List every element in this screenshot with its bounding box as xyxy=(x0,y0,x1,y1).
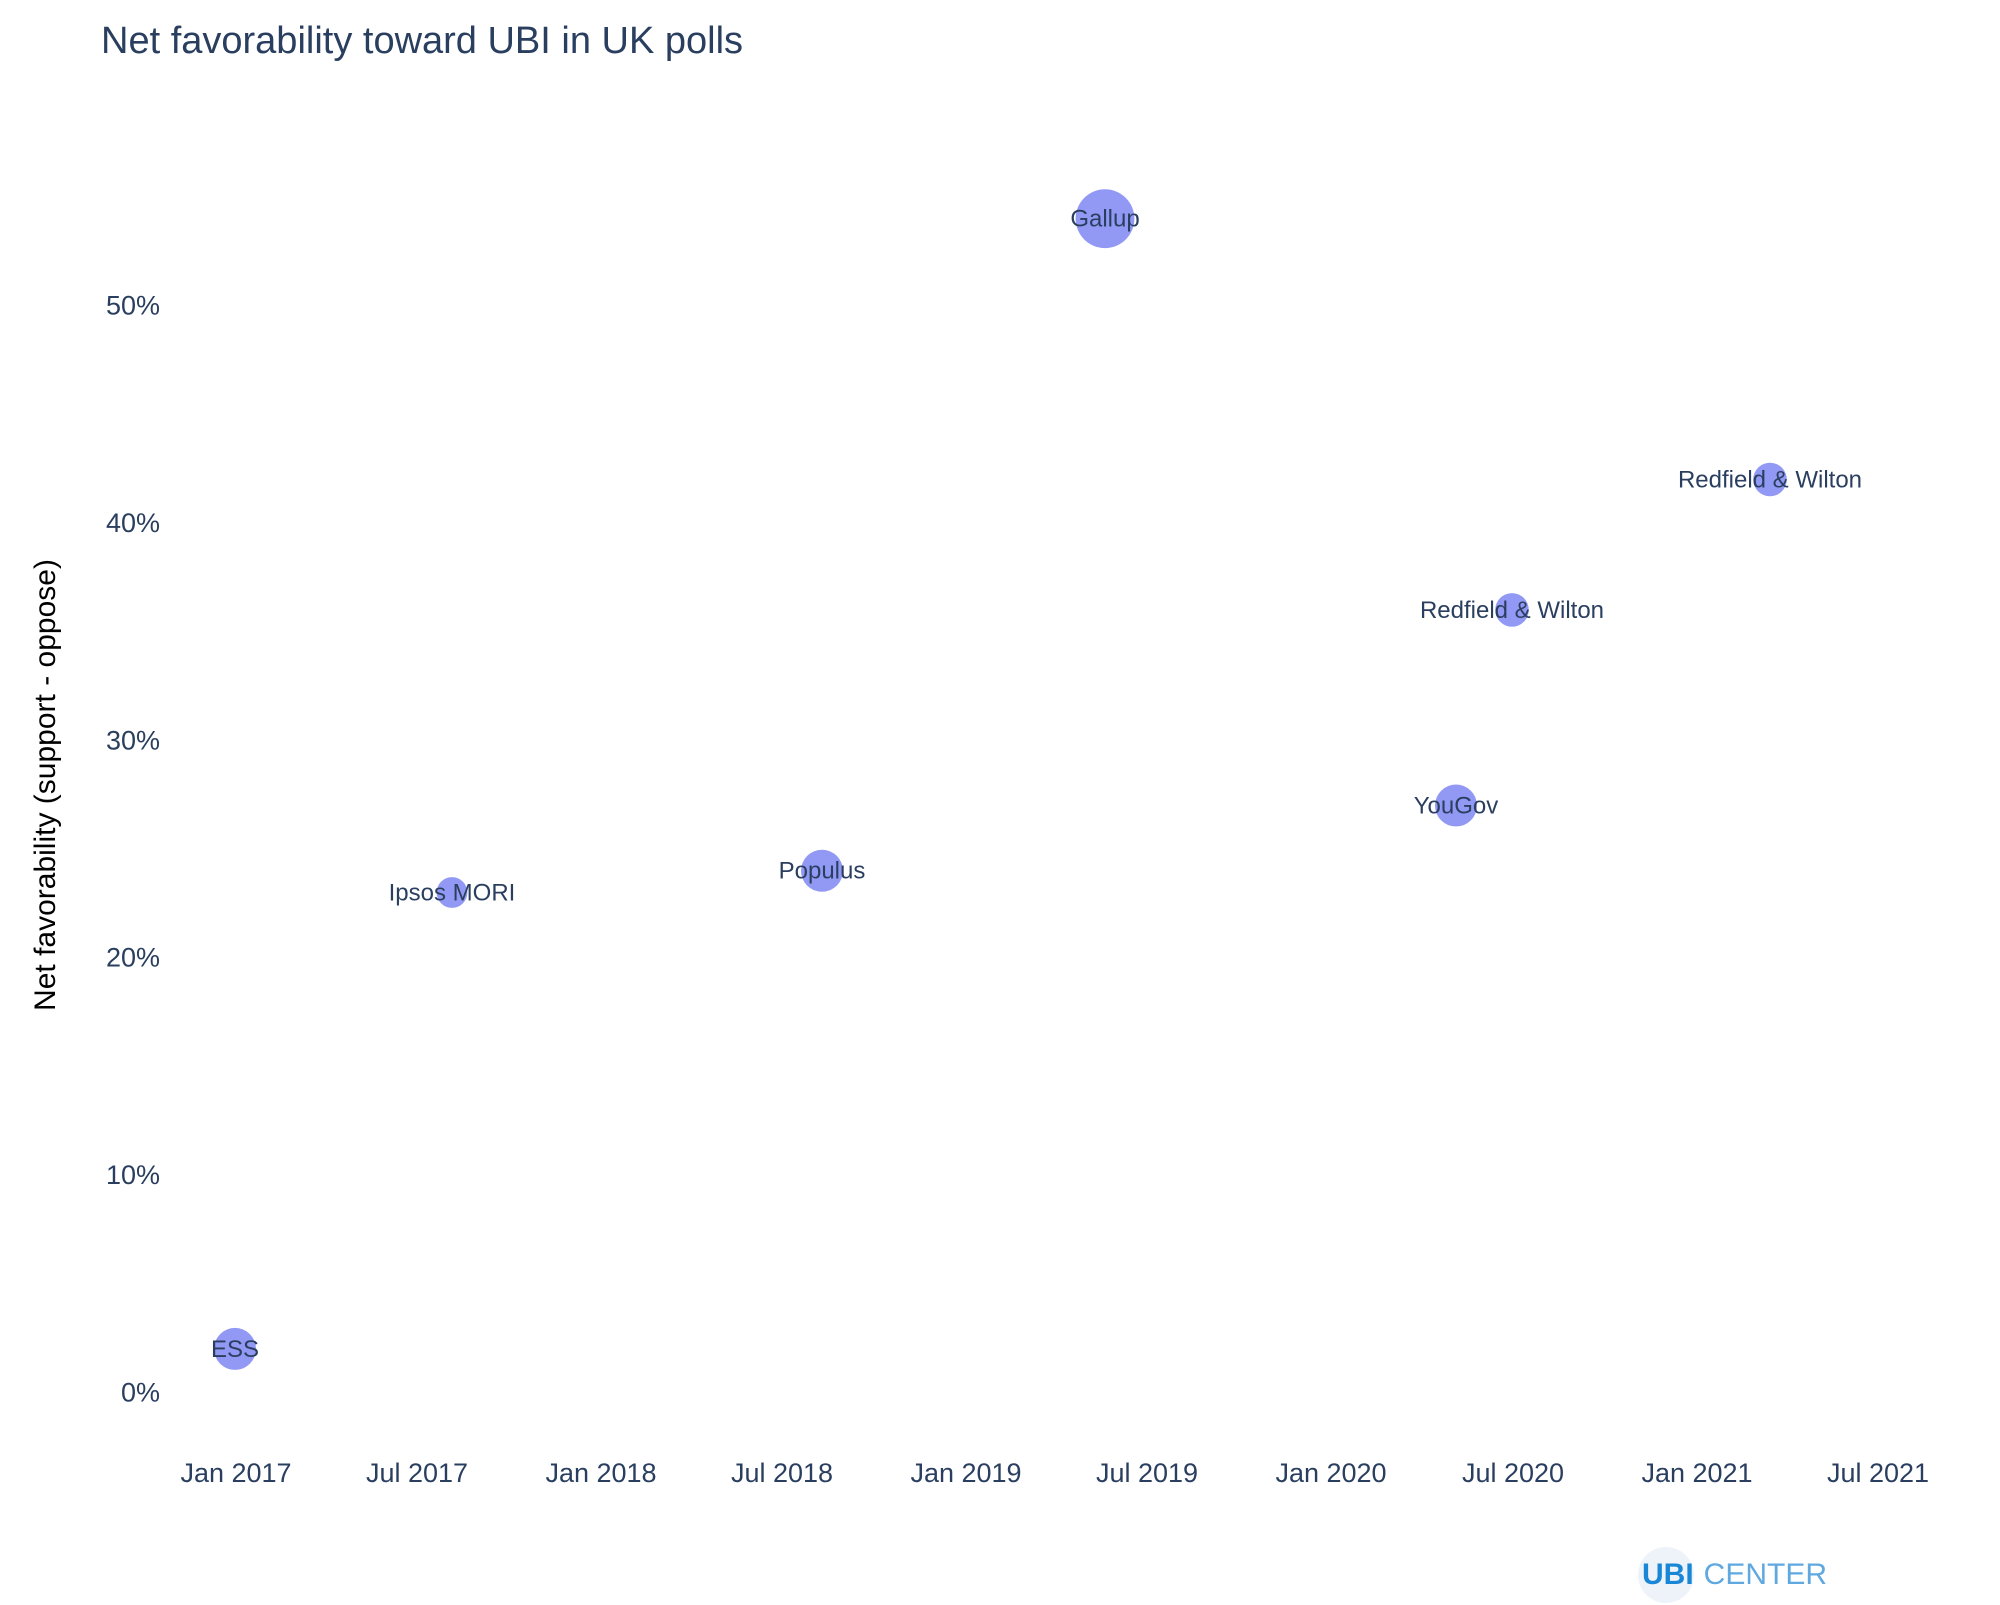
x-tick-label: Jan 2018 xyxy=(545,1458,656,1488)
data-markers xyxy=(214,189,1787,1370)
data-point-label: Gallup xyxy=(1070,206,1139,233)
data-point-label: Populus xyxy=(779,858,866,885)
y-axis-ticks: 0% 10% 20% 30% 40% 50% xyxy=(106,291,160,1408)
x-tick-label: Jan 2019 xyxy=(910,1458,1021,1488)
x-tick-label: Jul 2018 xyxy=(731,1458,833,1488)
data-point xyxy=(1435,784,1477,827)
data-point xyxy=(1495,593,1529,627)
x-tick-label: Jan 2021 xyxy=(1641,1458,1752,1488)
y-tick-label: 10% xyxy=(106,1160,160,1190)
y-tick-label: 20% xyxy=(106,943,160,973)
x-axis-ticks: Jan 2017 Jul 2017 Jan 2018 Jul 2018 Jan 2019… xyxy=(180,1458,1929,1488)
x-tick-label: Jan 2020 xyxy=(1275,1458,1386,1488)
y-tick-label: 50% xyxy=(106,291,160,321)
x-tick-label: Jan 2017 xyxy=(180,1458,291,1488)
logo-ubi-text: UBI xyxy=(1642,1558,1694,1591)
y-axis-title: Net favorability (support - oppose) xyxy=(29,559,62,1011)
data-point-label: Ipsos MORI xyxy=(389,879,516,906)
x-tick-label: Jul 2017 xyxy=(366,1458,468,1488)
ubi-center-logo: UBI CENTER xyxy=(1630,1545,1827,1605)
logo-badge xyxy=(1638,1547,1694,1603)
data-point xyxy=(436,877,468,908)
x-tick-label: Jul 2020 xyxy=(1462,1458,1564,1488)
data-point-label: Redfield & Wilton xyxy=(1678,467,1862,494)
data-point-label: YouGov xyxy=(1414,793,1499,820)
y-tick-label: 0% xyxy=(121,1377,160,1407)
data-point-label: ESS xyxy=(211,1336,259,1363)
data-point xyxy=(801,849,843,892)
data-point xyxy=(214,1327,256,1370)
y-tick-label: 30% xyxy=(106,725,160,755)
y-tick-label: 40% xyxy=(106,508,160,538)
data-point xyxy=(1075,189,1135,249)
x-tick-label: Jul 2019 xyxy=(1096,1458,1198,1488)
data-point-label: Redfield & Wilton xyxy=(1420,597,1604,624)
data-point xyxy=(1753,462,1787,497)
logo-center-text: CENTER xyxy=(1703,1558,1828,1591)
x-tick-label: Jul 2021 xyxy=(1827,1458,1929,1488)
chart-title: Net favorability toward UBI in UK polls xyxy=(101,20,744,62)
data-labels: ESS Ipsos MORI Populus Gallup YouGov Redfield… xyxy=(211,206,1862,1363)
